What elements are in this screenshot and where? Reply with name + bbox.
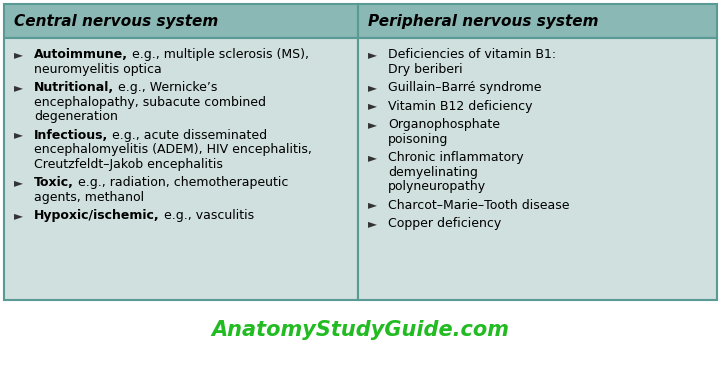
Text: ►: ► [14, 176, 22, 189]
Text: e.g., radiation, chemotherapeutic: e.g., radiation, chemotherapeutic [74, 176, 288, 189]
Text: e.g., acute disseminated: e.g., acute disseminated [108, 129, 267, 141]
Text: ►: ► [368, 217, 376, 230]
Text: Central nervous system: Central nervous system [14, 13, 218, 28]
Bar [358, 4, 717, 38]
Text: agents, methanol: agents, methanol [34, 190, 144, 203]
Text: Copper deficiency: Copper deficiency [388, 217, 501, 230]
Text: Autoimmune,: Autoimmune, [34, 48, 128, 61]
Text: Vitamin B12 deficiency: Vitamin B12 deficiency [388, 99, 533, 113]
Text: ►: ► [14, 48, 22, 61]
Text: ►: ► [368, 199, 376, 212]
Text: e.g., multiple sclerosis (MS),: e.g., multiple sclerosis (MS), [128, 48, 309, 61]
Text: e.g., Wernicke’s: e.g., Wernicke’s [114, 81, 218, 94]
Text: Deficiencies of vitamin B1:: Deficiencies of vitamin B1: [388, 48, 556, 61]
Text: ►: ► [368, 118, 376, 131]
Bar [358, 38, 717, 300]
Text: ►: ► [368, 99, 376, 113]
Bar [4, 38, 358, 300]
Text: encephalomyelitis (ADEM), HIV encephalitis,: encephalomyelitis (ADEM), HIV encephalit… [34, 143, 312, 156]
Text: poisoning: poisoning [388, 132, 448, 145]
Text: Charcot–Marie–Tooth disease: Charcot–Marie–Tooth disease [388, 199, 570, 212]
Text: demyelinating: demyelinating [388, 166, 478, 178]
Text: Dry beriberi: Dry beriberi [388, 62, 463, 76]
Text: ►: ► [368, 48, 376, 61]
Text: Peripheral nervous system: Peripheral nervous system [368, 13, 598, 28]
Text: degeneration: degeneration [34, 110, 118, 123]
Text: Nutritional,: Nutritional, [34, 81, 114, 94]
Text: Toxic,: Toxic, [34, 176, 74, 189]
Text: encephalopathy, subacute combined: encephalopathy, subacute combined [34, 95, 266, 108]
Text: ►: ► [368, 151, 376, 164]
Text: neuromyelitis optica: neuromyelitis optica [34, 62, 162, 76]
Text: polyneuropathy: polyneuropathy [388, 180, 486, 193]
Text: AnatomyStudyGuide.com: AnatomyStudyGuide.com [211, 320, 510, 340]
Text: Guillain–Barré syndrome: Guillain–Barré syndrome [388, 81, 541, 94]
Text: Chronic inflammatory: Chronic inflammatory [388, 151, 523, 164]
Text: Hypoxic/ischemic,: Hypoxic/ischemic, [34, 209, 159, 222]
Text: Organophosphate: Organophosphate [388, 118, 500, 131]
Text: e.g., vasculitis: e.g., vasculitis [159, 209, 254, 222]
Text: ►: ► [368, 81, 376, 94]
Text: ►: ► [14, 209, 22, 222]
Text: Creutzfeldt–Jakob encephalitis: Creutzfeldt–Jakob encephalitis [34, 157, 223, 171]
Text: Infectious,: Infectious, [34, 129, 108, 141]
Bar [4, 4, 358, 38]
Text: ►: ► [14, 129, 22, 141]
Text: ►: ► [14, 81, 22, 94]
